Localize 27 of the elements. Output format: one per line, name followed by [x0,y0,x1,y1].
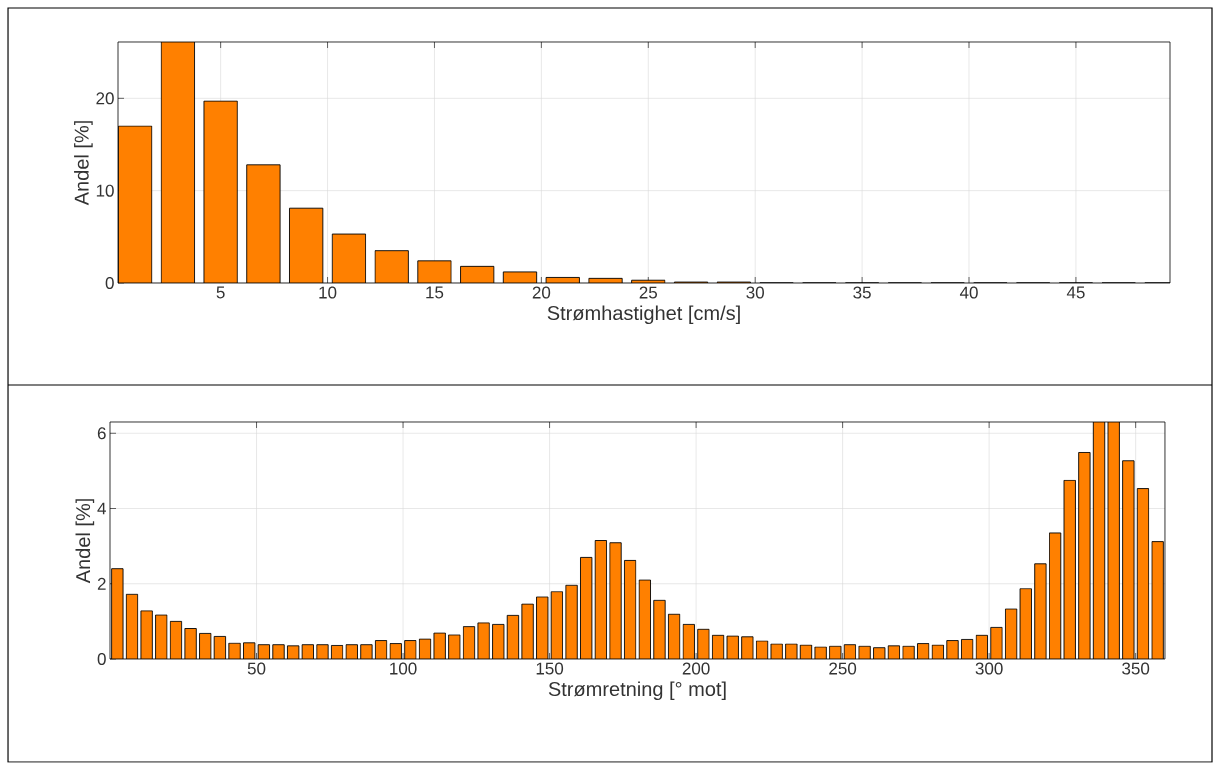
x-tick-label: 5 [216,286,225,299]
x-tick-label: 35 [853,286,871,299]
y-axis-title: Andel [%] [75,499,95,584]
x-tick-label: 30 [746,286,764,299]
y-tick-label: 10 [96,184,114,197]
x-tick-label: 40 [959,286,978,299]
y-tick-label: 0 [105,276,114,290]
x-tick-label: 15 [426,286,444,299]
y-tick-label: 0 [97,652,106,666]
y-tick-label: 20 [96,92,114,105]
y-tick-label: 6 [97,427,106,440]
x-tick-label: 100 [390,662,417,675]
x-tick-label: 20 [532,286,551,299]
x-tick-label: 300 [975,662,1003,675]
x-axis-title: Strømhastighet [cm/s] [547,305,740,325]
y-tick-label: 2 [97,577,106,590]
x-tick-label: 250 [829,662,857,675]
x-tick-label: 350 [1122,662,1150,675]
x-tick-label: 25 [639,286,658,299]
x-tick-label: 150 [536,662,564,675]
y-tick-label: 4 [97,502,106,515]
x-tick-label: 200 [682,662,710,675]
x-tick-label: 50 [247,662,266,675]
y-axis-title: Andel [%] [74,121,93,206]
x-axis-title: Strømretning [° mot] [548,681,726,701]
x-tick-label: 10 [319,286,337,299]
x-tick-label: 45 [1066,286,1085,299]
